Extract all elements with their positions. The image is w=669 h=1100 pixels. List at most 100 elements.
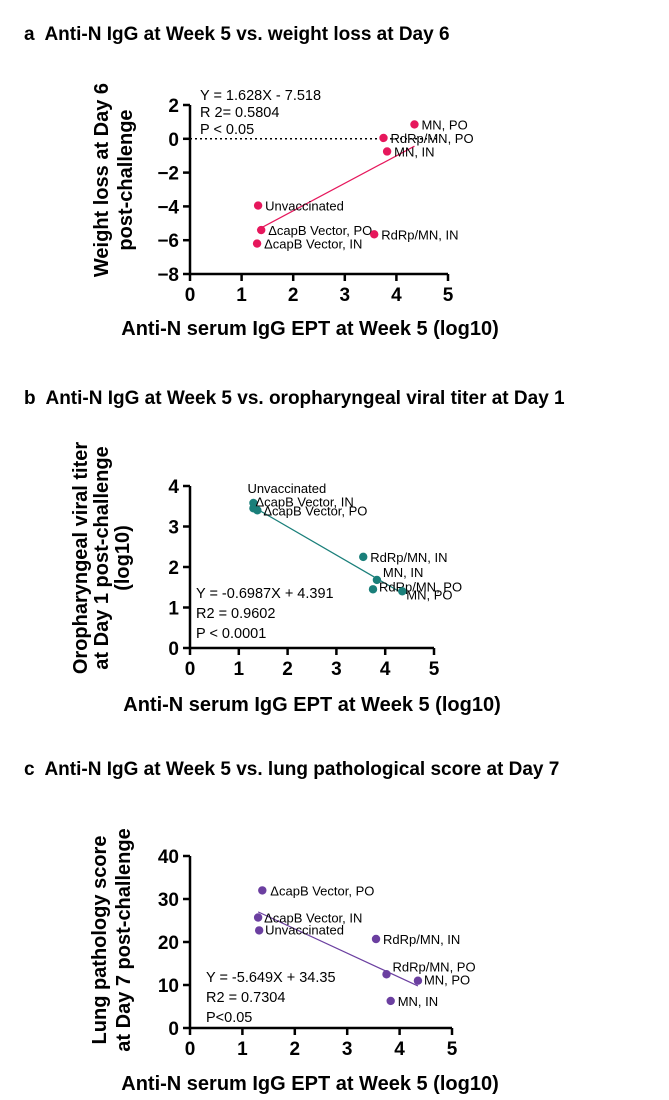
x-tick-label: 2 xyxy=(282,659,293,680)
data-point xyxy=(368,585,378,594)
data-point xyxy=(413,976,423,985)
x-tick-label: 1 xyxy=(236,285,247,306)
panel-b-letter: b xyxy=(24,388,36,409)
point-label: Unvaccinated xyxy=(265,199,344,214)
x-axis-label: Anti-N serum IgG EPT at Week 5 (log10) xyxy=(121,318,498,340)
data-point xyxy=(254,926,264,935)
data-point xyxy=(410,120,419,129)
x-tick-label: 2 xyxy=(288,285,299,306)
x-axis-label: Anti-N serum IgG EPT at Week 5 (log10) xyxy=(123,694,500,716)
point-label: MN, PO xyxy=(424,973,470,988)
y-axis-label: at Day 1 post-challenge xyxy=(91,446,113,669)
data-point xyxy=(253,913,263,922)
data-point xyxy=(253,201,263,210)
y-tick-label: −8 xyxy=(157,265,179,286)
x-axis-label: Anti-N serum IgG EPT at Week 5 (log10) xyxy=(121,1073,498,1095)
data-point xyxy=(258,886,267,895)
data-point xyxy=(386,996,395,1006)
x-tick-label: 5 xyxy=(429,659,440,680)
x-tick-label: 0 xyxy=(185,1039,196,1060)
point-label: RdRp/MN, IN xyxy=(383,932,460,947)
data-point xyxy=(371,934,381,944)
data-point xyxy=(372,575,382,585)
regression-line xyxy=(257,911,419,987)
stats-text: Y = -5.649X + 34.35 xyxy=(206,970,336,986)
stats-text: P < 0.0001 xyxy=(196,626,266,642)
stats-text: P<0.05 xyxy=(206,1010,252,1026)
x-tick-label: 5 xyxy=(443,285,454,306)
data-point xyxy=(379,133,388,143)
stats-text: P < 0.05 xyxy=(200,122,254,138)
panel-a-title-text: Anti-N IgG at Week 5 vs. weight loss at … xyxy=(44,24,450,45)
point-label: MN, IN xyxy=(383,565,423,580)
data-point xyxy=(257,225,266,235)
y-tick-label: 2 xyxy=(168,558,179,579)
panel-a-letter: a xyxy=(24,24,35,45)
y-axis-label: post-challenge xyxy=(115,109,137,250)
stats-text: Y = -0.6987X + 4.391 xyxy=(196,586,334,602)
point-label: RdRp/MN, PO xyxy=(393,959,476,974)
point-label: MN, IN xyxy=(398,994,438,1009)
y-tick-label: 3 xyxy=(168,518,179,539)
y-axis-label: at Day 7 post-challenge xyxy=(113,828,135,1051)
data-point xyxy=(398,587,407,596)
y-tick-label: 4 xyxy=(168,477,179,498)
data-point xyxy=(370,230,379,239)
y-tick-label: 10 xyxy=(158,976,179,997)
data-point xyxy=(253,506,262,515)
point-label: RdRp/MN, IN xyxy=(381,227,458,242)
panel-b-title: b Anti-N IgG at Week 5 vs. oropharyngeal… xyxy=(24,388,565,410)
stats-text: R 2= 0.5804 xyxy=(200,105,279,121)
data-point xyxy=(382,970,391,979)
y-tick-label: 20 xyxy=(158,933,179,954)
x-tick-label: 4 xyxy=(380,659,391,680)
point-label: ΔcapB Vector, IN xyxy=(264,237,362,252)
y-axis-label: Oropharyngeal viral titer xyxy=(70,442,92,675)
panel-a-title: a Anti-N IgG at Week 5 vs. weight loss a… xyxy=(24,24,450,46)
x-tick-label: 1 xyxy=(237,1039,248,1060)
data-point xyxy=(359,552,368,562)
panel-b-title-text: Anti-N IgG at Week 5 vs. oropharyngeal v… xyxy=(45,388,565,409)
y-tick-label: −2 xyxy=(157,164,179,185)
stats-text: Y = 1.628X - 7.518 xyxy=(200,88,321,104)
point-label: ΔcapB Vector, IN xyxy=(264,910,362,925)
y-axis-label: Lung pathology score xyxy=(89,836,111,1045)
y-tick-label: 0 xyxy=(168,639,179,660)
y-tick-label: −4 xyxy=(157,197,179,218)
y-tick-label: 40 xyxy=(158,847,179,868)
x-tick-label: 0 xyxy=(185,659,196,680)
x-tick-label: 1 xyxy=(234,659,245,680)
x-tick-label: 2 xyxy=(290,1039,301,1060)
regression-line xyxy=(256,145,415,231)
x-tick-label: 3 xyxy=(342,1039,353,1060)
y-tick-label: 2 xyxy=(168,96,179,117)
panel-c-title: c Anti-N IgG at Week 5 vs. lung patholog… xyxy=(24,759,559,781)
x-tick-label: 4 xyxy=(391,285,402,306)
panel-c-title-text: Anti-N IgG at Week 5 vs. lung pathologic… xyxy=(44,759,560,780)
data-point xyxy=(382,147,392,156)
y-tick-label: 30 xyxy=(158,890,179,911)
y-tick-label: −6 xyxy=(157,231,179,252)
stats-text: R2 = 0.9602 xyxy=(196,606,275,622)
stats-text: R2 = 0.7304 xyxy=(206,990,285,1006)
point-label: Unvaccinated xyxy=(247,481,326,496)
point-label: RdRp/MN, PO xyxy=(391,131,474,146)
x-tick-label: 3 xyxy=(340,285,351,306)
y-tick-label: 0 xyxy=(168,130,179,151)
point-label: Unvaccinated xyxy=(265,922,344,937)
point-label: ΔcapB Vector, PO xyxy=(270,883,374,898)
x-tick-label: 3 xyxy=(331,659,342,680)
point-label: ΔcapB Vector, PO xyxy=(268,223,372,238)
chart-c: 0 10 20 30 40 0 1 2 3 4 5 ΔcapB Vector, PO ΔcapB Vec… xyxy=(89,828,499,1095)
y-axis-label: Weight loss at Day 6 xyxy=(91,83,113,277)
y-axis-label: (log10) xyxy=(112,525,134,591)
x-tick-label: 4 xyxy=(394,1039,405,1060)
x-tick-label: 0 xyxy=(185,285,196,306)
point-label: MN, PO xyxy=(421,117,467,132)
y-tick-label: 1 xyxy=(168,599,179,620)
y-tick-label: 0 xyxy=(168,1019,179,1040)
x-tick-label: 5 xyxy=(447,1039,458,1060)
data-point xyxy=(252,239,262,248)
